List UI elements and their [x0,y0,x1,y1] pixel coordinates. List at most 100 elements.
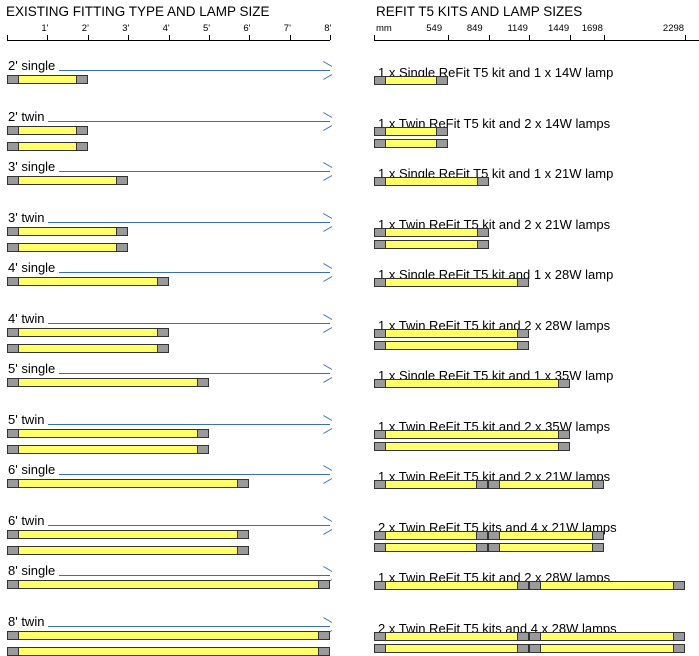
lamp-end-cap [7,428,19,438]
lamp-end-cap [591,480,604,489]
existing-lamp [7,327,169,337]
lamp-end-cap [197,378,209,387]
lamp-end-cap [476,239,489,249]
left-tick-label: 6' [243,23,251,34]
fitting-label: 4' single [8,260,56,275]
lamp-end-cap [7,242,19,252]
lamp-end-cap [374,542,386,552]
right-scale-line [374,40,699,41]
lamp-end-cap [672,643,685,653]
existing-lamp [7,580,331,589]
lamp-end-cap [374,328,386,338]
lamp-end-cap [237,479,250,488]
left-tick-label: 2' [81,23,89,34]
right-scale-tick [374,35,375,40]
right-tick-label: 549 [426,23,443,34]
arrow-head [323,326,333,333]
fitting-label: 8' single [8,563,56,578]
arrow-head [323,162,333,168]
lamp-end-cap [7,343,19,353]
arrow-line [48,322,330,324]
lamp-end-cap [116,242,129,252]
lamp-end-cap [7,545,19,555]
fitting-label: 3' single [8,159,56,174]
fitting-label: 3' twin [8,209,45,225]
left-tick-label: 5' [203,23,211,34]
lamp-end-cap [7,327,19,337]
arrow-head [323,175,333,181]
lamp-end-cap [374,480,386,489]
right-tick-label: 849 [466,23,483,34]
arrow-head [323,276,333,282]
existing-lamp [7,242,129,252]
arrow-line [48,423,330,425]
fitting-label: 6' single [8,462,56,477]
lamp-end-cap [436,76,449,85]
lamp-end-cap [529,631,541,641]
lamp-end-cap [517,631,529,641]
left-tick-label: 1' [41,23,49,34]
lamp-end-cap [7,277,19,286]
existing-lamp [7,545,250,555]
refit-lamp [529,643,685,653]
lamp-end-cap [374,239,386,249]
fitting-label: 5' twin [8,411,45,427]
lamp-end-cap [7,176,19,185]
arrow-head [323,616,333,623]
refit-lamp [374,177,489,186]
existing-lamp [7,277,169,286]
fitting-label: 2' single [8,58,56,73]
left-scale-tick [168,35,170,40]
arrow-line [59,474,330,475]
refit-lamp [488,480,604,489]
arrow-line [59,272,330,273]
lamp-end-cap [374,429,386,439]
arrow-head [323,212,333,219]
lamp-end-cap [7,630,19,640]
lamp-end-cap [75,141,88,151]
existing-lamp [7,141,88,151]
left-tick-label: 8' [324,23,332,34]
lamp-end-cap [488,542,500,552]
left-scale-tick [249,35,251,40]
existing-lamp [7,630,331,640]
lamp-end-cap [517,340,530,350]
lamp-end-cap [237,545,250,555]
lamp-end-cap [374,177,386,186]
right-scale-tick [529,35,531,40]
lamp-end-cap [116,176,129,185]
lamp-end-cap [436,126,449,136]
arrow-head [323,465,333,471]
refit-lamp [374,530,488,540]
refit-lamp [374,340,530,350]
arrow-line [59,171,330,172]
lamp-end-cap [374,441,386,451]
lamp-end-cap [75,125,88,135]
lamp-end-cap [476,177,489,186]
refit-lamp [374,429,571,439]
lamp-end-cap [558,429,571,439]
lamp-end-cap [156,327,169,337]
lamp-end-cap [374,76,386,85]
left-tick-label: 3' [122,23,130,34]
arrow-head [323,528,333,535]
refit-lamp [374,138,449,148]
lamp-end-cap [476,530,488,540]
lamp-end-cap [488,480,500,489]
refit-lamp [374,76,449,85]
lamp-end-cap [672,631,685,641]
fitting-label: 4' twin [8,310,45,326]
arrow-head [323,225,333,232]
existing-lamp [7,479,250,488]
lamp-end-cap [476,227,489,237]
refit-lamp [374,328,530,338]
existing-lamp [7,125,88,135]
lamp-end-cap [374,126,386,136]
refit-lamp [529,581,685,590]
lamp-end-cap [591,530,604,540]
lamp-end-cap [374,278,386,287]
arrow-head [323,313,333,320]
existing-lamp [7,343,169,353]
lamp-end-cap [374,631,386,641]
arrow-head [323,124,333,131]
